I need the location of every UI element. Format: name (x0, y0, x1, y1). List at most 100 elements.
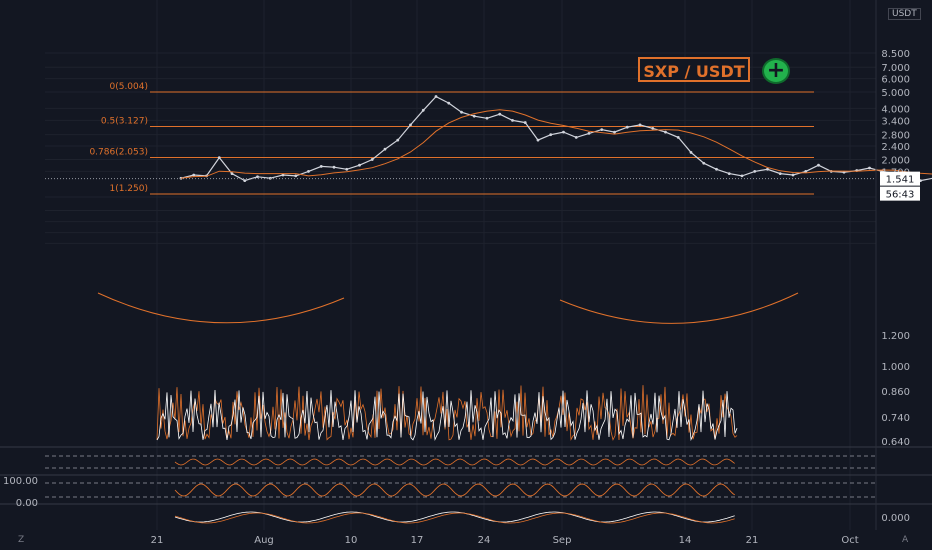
price-point (536, 138, 540, 142)
price-point (319, 164, 323, 168)
price-point (307, 170, 310, 173)
price-tick-label: 1.000 (881, 362, 910, 373)
countdown-tag-box (880, 186, 920, 201)
time-tick-label: 17 (411, 535, 424, 546)
price-point (600, 128, 604, 132)
countdown-label: 56:43 (886, 190, 915, 201)
price-point (587, 131, 591, 135)
time-tick-label: 21 (746, 535, 759, 546)
price-tick-label: 7.000 (881, 63, 910, 74)
left-arc (97, 292, 345, 324)
price-tick-label: 4.000 (881, 104, 910, 115)
price-point (651, 126, 655, 130)
osc-tick-label: 0.00 (16, 498, 38, 509)
price-tag-box (880, 171, 920, 186)
plus-circle-icon[interactable]: + (762, 58, 790, 84)
price-point (421, 108, 425, 112)
price-point (358, 163, 361, 167)
volume-lines (156, 385, 738, 442)
price-tick-label: 0.740 (881, 413, 910, 424)
price-tick-label: 0.640 (881, 437, 910, 448)
price-point (256, 175, 259, 179)
price-tick-label: 2.800 (881, 131, 910, 142)
time-axis: 21 Aug 10 17 24 Sep 14 21 Oct (151, 535, 859, 546)
current-price-label: 1.541 (886, 175, 915, 186)
time-tick-label: Oct (841, 535, 858, 546)
auto-scale-toggle[interactable]: A (902, 535, 909, 545)
price-point (370, 158, 374, 161)
price-point (613, 130, 616, 134)
price-point (383, 147, 387, 151)
stoch-line (174, 483, 735, 497)
price-point (243, 179, 247, 183)
price-point (511, 118, 514, 122)
price-tick-label: 1.200 (881, 331, 910, 342)
price-tick-label: 2.000 (881, 155, 910, 166)
timezone-toggle[interactable]: Z (18, 535, 25, 545)
price-tick-label: 0.860 (881, 387, 910, 398)
pair-badge: SXP / USDT (638, 57, 750, 82)
price-point (396, 138, 400, 142)
price-tick-label: 2.400 (881, 142, 910, 153)
price-tick-label: 3.400 (881, 116, 910, 127)
price-point (766, 167, 769, 171)
price-point (332, 165, 336, 169)
time-tick-label: Aug (254, 535, 274, 546)
price-point (778, 172, 782, 176)
currency-label: USDT (888, 8, 921, 20)
time-tick-label: 10 (345, 535, 358, 546)
price-point (485, 116, 489, 120)
rsi-line (174, 458, 735, 466)
price-tick-label: 5.000 (881, 88, 910, 99)
price-point (625, 125, 629, 129)
chart-grid (45, 0, 876, 530)
price-point (740, 174, 744, 178)
price-point (409, 123, 412, 127)
osc-tick-label: 100.00 (3, 476, 38, 487)
time-tick-label: 24 (478, 535, 491, 546)
price-point (294, 174, 298, 178)
right-arc (559, 292, 799, 324)
price-point (460, 110, 463, 114)
price-point (574, 135, 578, 139)
moving-average-line (180, 109, 932, 179)
macd-tick-label: 0.000 (881, 513, 910, 524)
volume-line-white (156, 389, 738, 442)
fib-label: 0.786(2.053) (89, 148, 148, 158)
cup-arcs (97, 292, 799, 324)
fib-label: 0.5(3.127) (101, 117, 148, 127)
price-point (753, 170, 757, 173)
price-point (230, 172, 234, 176)
fibonacci-levels: 0(5.004) 0.5(3.127) 0.786(2.053) 1(1.250) (89, 82, 814, 195)
price-tick-label: 6.000 (881, 75, 910, 86)
price-tags: 1.541 56:43 (45, 171, 920, 201)
price-point (715, 167, 718, 171)
price-point (638, 123, 642, 127)
price-point (791, 173, 795, 177)
price-point (217, 156, 221, 160)
price-point (549, 133, 553, 137)
price-tick-label: 8.500 (881, 49, 910, 60)
fib-label: 0(5.004) (109, 82, 148, 92)
price-point (281, 173, 285, 177)
price-point (192, 173, 196, 177)
price-series (179, 95, 932, 183)
time-tick-label: 21 (151, 535, 164, 546)
price-point (345, 167, 349, 171)
price-point (804, 170, 808, 173)
fib-label: 1(1.250) (109, 184, 148, 194)
price-point (664, 130, 667, 134)
time-tick-label: Sep (553, 535, 572, 546)
price-point (817, 163, 820, 167)
price-point (447, 101, 451, 105)
macd-line (174, 511, 735, 523)
price-point (689, 151, 693, 154)
price-point (562, 130, 565, 134)
signal-line (174, 512, 735, 524)
price-point (676, 135, 680, 139)
price-point (702, 161, 706, 165)
price-point (523, 121, 527, 124)
indicator-panes (0, 0, 932, 530)
